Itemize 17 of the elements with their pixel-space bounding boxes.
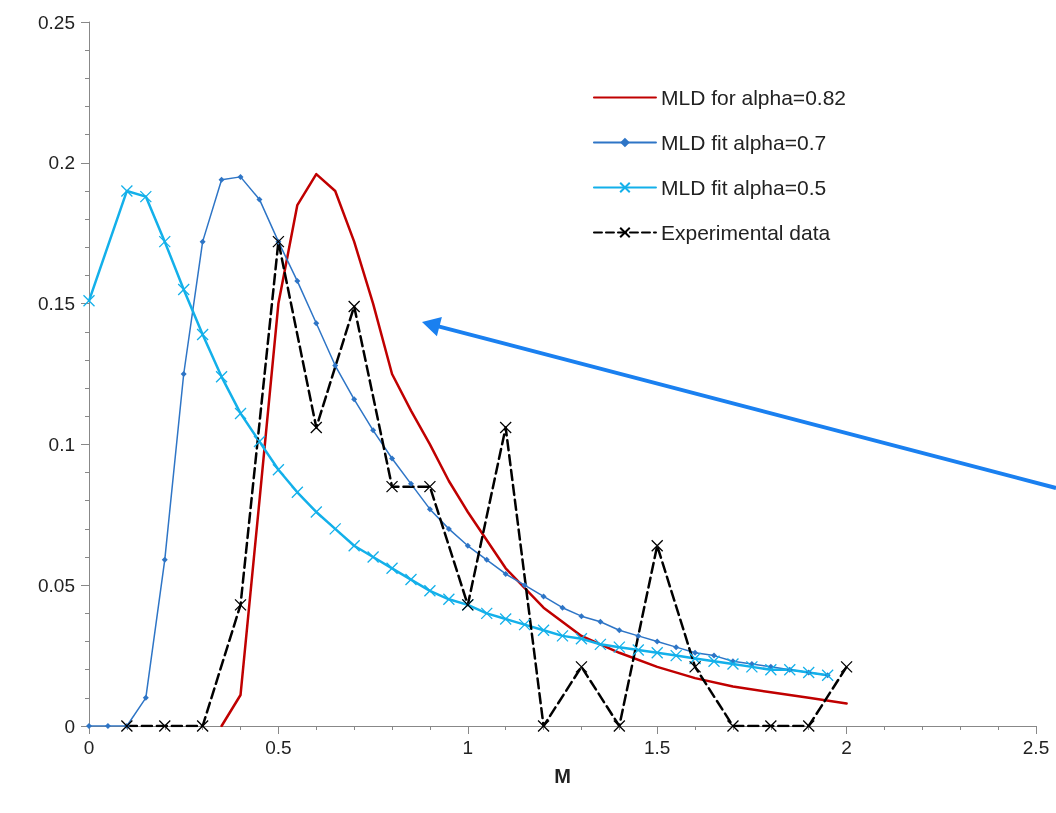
x-tick-label: 1 [462,737,474,758]
x-tick-label: 0.5 [265,737,292,758]
x-tick-label: 2.5 [1022,737,1050,758]
legend-label: MLD fit alpha=0.5 [660,176,827,199]
legend-label: MLD fit alpha=0.7 [660,131,827,154]
legend-label: Experimental data [660,221,831,244]
y-tick-label: 0 [64,715,75,737]
y-tick-label: 0.1 [48,433,75,455]
y-tick-label: 0.2 [48,152,75,174]
x-tick-label: 0 [83,737,95,758]
legend-label: MLD for alpha=0.82 [660,86,847,109]
x-tick-label: 1.5 [643,737,671,758]
x-axis-title: M [554,765,571,787]
y-tick-label: 0.15 [38,293,75,315]
y-tick-label: 0.25 [38,11,75,33]
y-tick-label: 0.05 [38,574,75,596]
x-tick-label: 2 [841,737,852,758]
